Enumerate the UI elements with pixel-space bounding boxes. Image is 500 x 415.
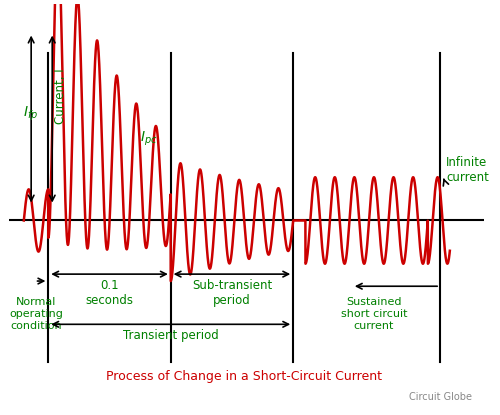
Text: 0.1
seconds: 0.1 seconds xyxy=(86,279,134,308)
Text: Sub-transient
period: Sub-transient period xyxy=(192,279,272,308)
Text: $I_{fp}$: $I_{fp}$ xyxy=(24,105,38,123)
Text: Infinite
current: Infinite current xyxy=(446,156,489,184)
Text: Circuit Globe: Circuit Globe xyxy=(408,392,472,402)
Text: Current, I: Current, I xyxy=(54,68,67,124)
Text: Sustained
short circuit
current: Sustained short circuit current xyxy=(340,297,407,330)
Text: Process of Change in a Short-Circuit Current: Process of Change in a Short-Circuit Cur… xyxy=(106,370,382,383)
Text: Transient period: Transient period xyxy=(123,330,218,342)
Text: Normal
operating
condition: Normal operating condition xyxy=(9,297,63,330)
Text: $I_{pc}$: $I_{pc}$ xyxy=(140,130,158,148)
